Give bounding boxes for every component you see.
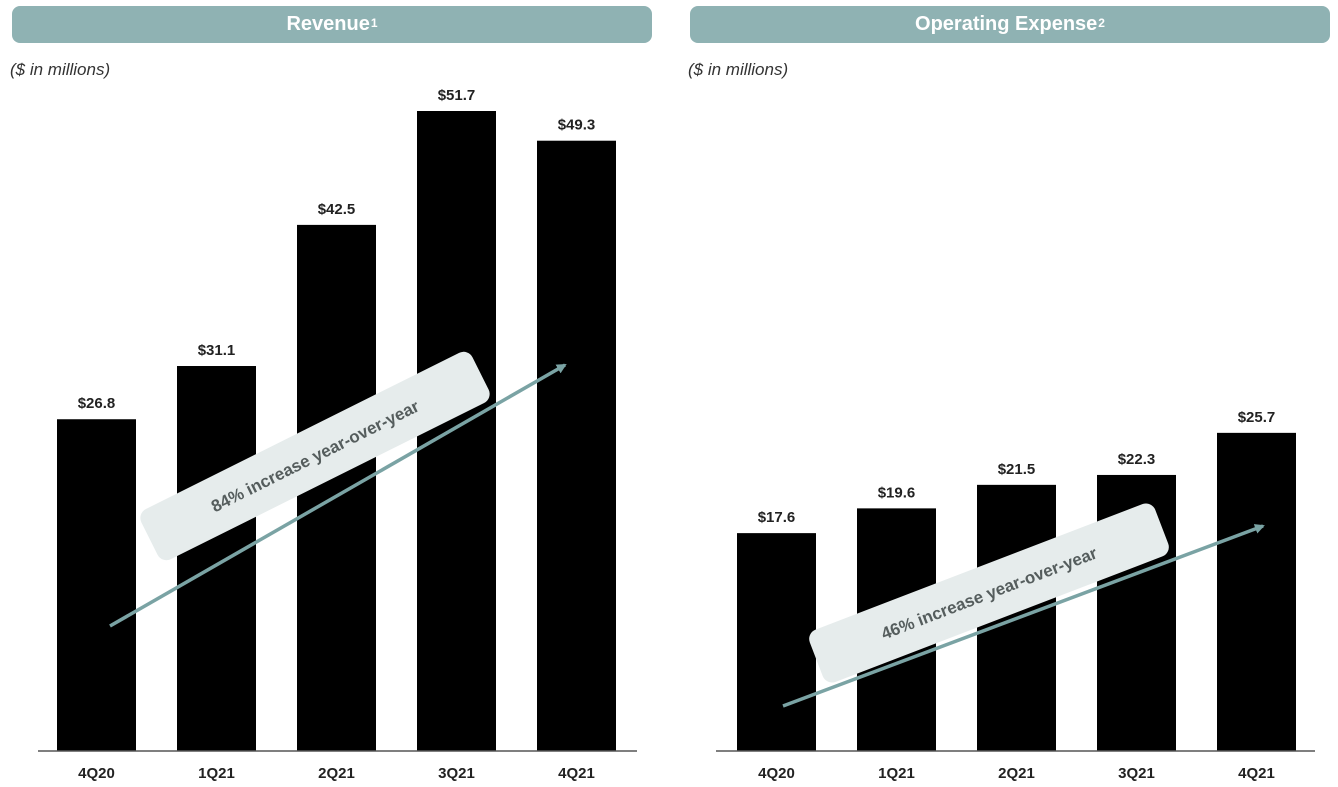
- revenue-title-footnote: 1: [370, 15, 378, 30]
- x-tick-label-2Q21: 2Q21: [318, 765, 355, 782]
- bar-4Q20: [737, 533, 816, 751]
- bar-1Q21: [177, 366, 256, 751]
- x-tick-label-1Q21: 1Q21: [198, 765, 235, 782]
- bar-4Q21: [537, 140, 616, 752]
- x-tick-label-2Q21: 2Q21: [998, 765, 1035, 782]
- value-label-1Q21: $31.1: [198, 342, 236, 359]
- operating-expense-subtitle: ($ in millions): [688, 60, 789, 79]
- revenue-header: Revenue 1: [12, 6, 652, 43]
- growth-callout-box: [140, 351, 490, 561]
- x-tick-label-3Q21: 3Q21: [1118, 765, 1155, 782]
- value-label-1Q21: $19.6: [878, 484, 916, 501]
- x-tick-label-1Q21: 1Q21: [878, 765, 915, 782]
- operating-expense-title-footnote: 2: [1098, 15, 1105, 30]
- bar-4Q21: [1217, 432, 1296, 751]
- x-tick-label-4Q20: 4Q20: [758, 765, 795, 782]
- x-tick-label-3Q21: 3Q21: [438, 765, 475, 782]
- value-label-4Q21: $49.3: [558, 117, 596, 134]
- revenue-title: Revenue: [286, 13, 370, 35]
- x-tick-label-4Q20: 4Q20: [78, 765, 115, 782]
- revenue-bar-chart: $26.8 4Q20 $31.1 1Q21 $42.5 2Q21 $51.7 3Q21 $49.…: [38, 87, 637, 782]
- bar-3Q21: [417, 111, 496, 751]
- operating-expense-title: Operating Expense: [915, 13, 1098, 35]
- value-label-2Q21: $42.5: [318, 201, 356, 218]
- value-label-4Q20: $26.8: [78, 395, 116, 412]
- growth-callout-box: [809, 503, 1169, 683]
- revenue-subtitle: ($ in millions): [10, 60, 111, 79]
- operating-expense-panel: Operating Expense 2 ($ in millions) $17.6…: [678, 0, 1338, 787]
- value-label-3Q21: $22.3: [1118, 451, 1156, 468]
- x-tick-label-4Q21: 4Q21: [558, 765, 595, 782]
- operating-expense-bar-chart: $17.6 4Q20 $19.6 1Q21 $21.5 2Q21 $22.3 3Q21 $25.…: [716, 409, 1315, 782]
- bar-4Q20: [57, 419, 136, 751]
- value-label-4Q21: $25.7: [1238, 409, 1276, 426]
- revenue-panel: Revenue 1 ($ in millions) $26.8 4Q20 $31.1 1…: [0, 0, 660, 787]
- trend-arrow: [782, 524, 1265, 708]
- x-tick-label-4Q21: 4Q21: [1238, 765, 1275, 782]
- value-label-3Q21: $51.7: [438, 87, 476, 104]
- operating-expense-header: Operating Expense 2: [690, 6, 1330, 43]
- trend-arrow: [109, 363, 567, 628]
- value-label-4Q20: $17.6: [758, 509, 796, 526]
- value-label-2Q21: $21.5: [998, 461, 1036, 478]
